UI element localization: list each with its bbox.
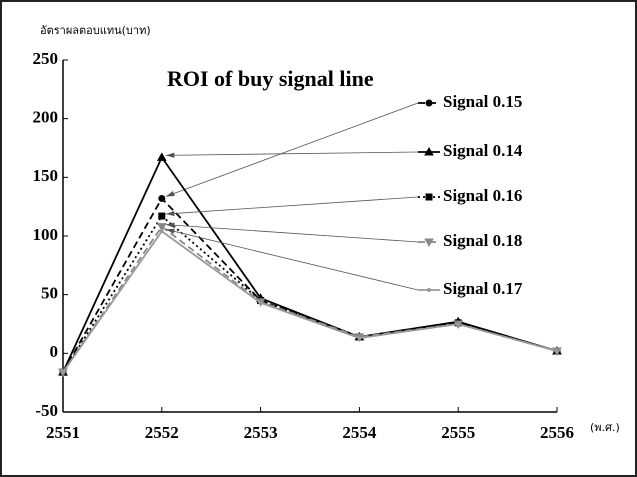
annotation-arrow [165,102,419,197]
y-axis-label: อัตราผลตอบแทน(บาท) [40,24,151,37]
arrow-head [165,152,175,158]
legend-marker [425,193,433,201]
annotation-arrow [165,228,419,291]
x-tick-label: 2555 [441,423,475,442]
data-point [61,370,65,375]
legend-label: Signal 0.16 [443,186,522,205]
series-line [62,155,558,373]
data-point [158,212,166,220]
data-point [158,194,166,202]
arrow-head [165,222,175,228]
arrow-head [165,210,175,217]
x-tick-label: 2551 [46,423,80,442]
y-tick-label: 200 [33,108,59,127]
x-axis-label: (พ.ศ.) [590,421,620,434]
legend-label: Signal 0.15 [443,92,522,111]
chart-title: ROI of buy signal line [167,66,374,91]
legend-marker [424,238,434,248]
data-point [258,300,263,305]
legend-label: Signal 0.14 [443,141,523,160]
legend-marker [424,146,434,156]
arrow-head [165,190,175,197]
x-tick-label: 2556 [540,423,574,442]
data-point [456,322,461,326]
arrow-head [165,228,175,234]
y-tick-label: 150 [33,166,59,185]
series-line [62,214,558,373]
y-tick-label: -50 [35,401,58,420]
legend-marker [425,99,433,107]
series-line [62,230,558,373]
data-point [156,152,167,161]
x-tick-label: 2554 [342,423,377,442]
y-tick-label: 100 [33,225,59,244]
data-point [159,229,164,234]
data-point [156,223,167,232]
y-tick-label: 0 [50,342,59,361]
legend-label: Signal 0.17 [443,279,523,298]
x-tick-label: 2553 [244,423,278,442]
data-point [357,336,362,341]
legend-marker [427,288,431,292]
annotation-arrow [165,151,419,156]
annotation-arrow [165,196,419,215]
data-point [555,348,559,353]
y-tick-label: 50 [41,284,58,303]
legend-label: Signal 0.18 [443,231,522,250]
y-tick-label: 250 [33,49,59,68]
annotation-arrow [165,224,419,243]
x-tick-label: 2552 [145,423,179,442]
